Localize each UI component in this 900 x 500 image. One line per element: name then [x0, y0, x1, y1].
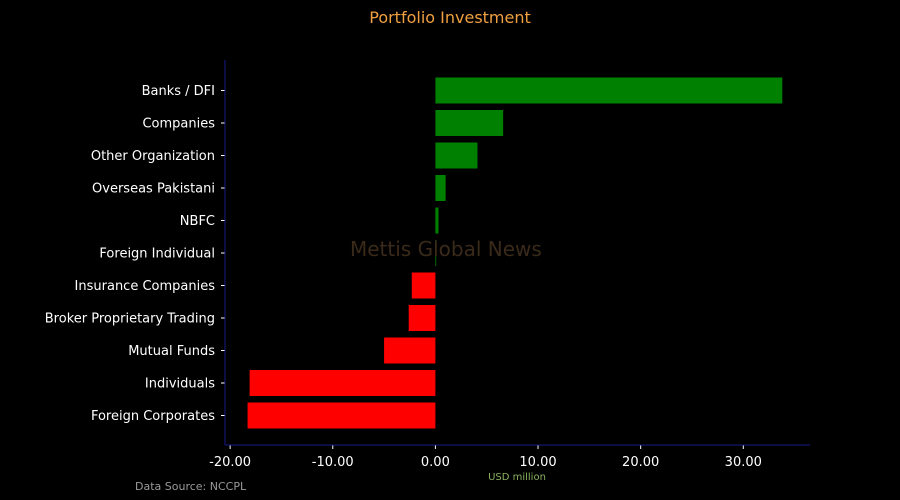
category-label: NBFC — [180, 214, 215, 229]
category-label: Individuals — [145, 377, 215, 392]
bar-nbfc — [435, 207, 439, 234]
x-tick-label: 10.00 — [519, 455, 556, 470]
x-tick-label: 30.00 — [725, 455, 762, 470]
bar-banks-dfi — [435, 77, 783, 104]
category-label: Foreign Individual — [99, 247, 215, 262]
category-label: Overseas Pakistani — [92, 182, 215, 197]
bar-mutual-funds — [384, 337, 436, 364]
category-label: Other Organization — [91, 149, 215, 164]
category-label: Mutual Funds — [128, 344, 215, 359]
bar-overseas-pakistani — [435, 175, 446, 201]
bar-foreign-corporates — [247, 402, 436, 429]
bar-individuals — [249, 370, 436, 396]
bar-broker-proprietary-trading — [408, 305, 436, 331]
x-tick-label: -10.00 — [312, 455, 354, 470]
x-tick-label: 20.00 — [622, 455, 659, 470]
category-label: Companies — [142, 117, 215, 132]
bar-insurance-companies — [411, 272, 436, 299]
x-axis-label: USD million — [488, 472, 546, 483]
bars-group — [247, 77, 783, 429]
bar-other-organization — [435, 142, 478, 169]
category-label: Foreign Corporates — [91, 409, 215, 424]
x-ticks-group: -20.00 -10.00 0.00 10.00 20.00 30.00 — [209, 445, 762, 470]
bar-foreign-individual — [435, 240, 437, 266]
chart-title: Portfolio Investment — [369, 8, 531, 27]
x-tick-label: -20.00 — [209, 455, 251, 470]
x-tick-label: 0.00 — [421, 455, 450, 470]
data-source: Data Source: NCCPL — [135, 480, 247, 493]
category-label: Insurance Companies — [75, 279, 216, 294]
category-label: Banks / DFI — [142, 84, 215, 99]
bar-companies — [435, 110, 504, 136]
category-labels-group: Banks / DFI Companies Other Organization Ov… — [45, 84, 225, 424]
category-label: Broker Proprietary Trading — [45, 312, 215, 327]
